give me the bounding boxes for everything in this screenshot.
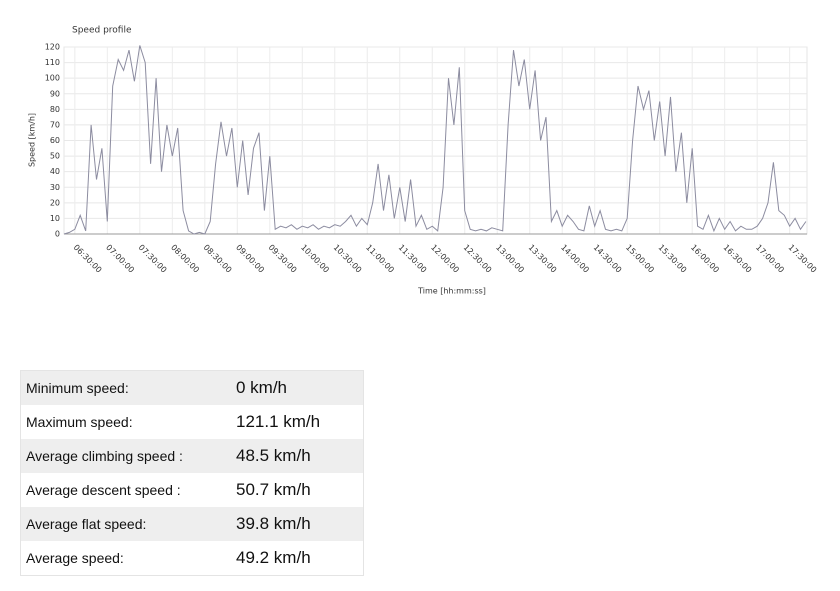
y-tick-label: 50 [50,152,60,161]
stat-label: Average descent speed : [26,482,181,498]
speed-line [63,45,807,235]
x-tick-label: 09:30:00 [267,243,299,275]
stat-value: 121.1 km/h [236,412,321,431]
x-axis-label: Time [hh:mm:ss] [417,287,486,296]
stat-label: Average speed: [26,550,124,566]
x-tick-label: 12:00:00 [429,243,461,275]
stat-label: Minimum speed: [26,380,129,396]
x-tick-label: 06:30:00 [72,243,104,275]
stat-label: Average climbing speed : [26,448,183,464]
x-tick-label: 13:30:00 [527,243,559,275]
y-tick-label: 10 [50,214,60,223]
x-tick-label: 10:30:00 [332,243,364,275]
stat-label: Maximum speed: [26,414,133,430]
x-tick-label: 16:30:00 [722,243,754,275]
y-tick-label: 80 [50,105,60,114]
x-tick-label: 07:30:00 [137,243,169,275]
stat-value: 39.8 km/h [236,514,311,533]
stats-row: Minimum speed: 0 km/h [20,370,364,405]
stat-value: 49.2 km/h [236,548,311,567]
stats-table: Minimum speed: 0 km/h Maximum speed: 121.1 … [20,370,364,576]
x-tick-label: 16:00:00 [689,243,721,275]
y-tick-label: 30 [50,183,60,192]
x-tick-label: 15:00:00 [624,243,656,275]
y-tick-label: 20 [50,198,60,207]
y-tick-label: 110 [45,58,60,67]
x-tick-label: 11:30:00 [397,243,429,275]
x-tick-label: 17:00:00 [754,243,786,275]
x-tick-label: 08:00:00 [169,243,201,275]
y-tick-label: 0 [55,230,60,239]
y-tick-label: 100 [45,74,60,83]
stats-row: Average flat speed: 39.8 km/h [20,507,364,541]
y-tick-label: 70 [50,120,60,129]
x-tick-label: 15:30:00 [657,243,689,275]
stats-row: Maximum speed: 121.1 km/h [21,405,364,439]
x-tick-label: 14:00:00 [559,243,591,275]
y-axis-label: Speed [km/h] [28,113,37,167]
x-tick-label: 14:30:00 [592,243,624,275]
stats-row: Average descent speed : 50.7 km/h [21,473,364,507]
stats-row: Average climbing speed : 48.5 km/h [20,439,364,473]
x-tick-label: 10:00:00 [299,243,331,275]
x-tick-label: 09:00:00 [234,243,266,275]
stat-label: Average flat speed: [26,516,147,532]
stat-value: 50.7 km/h [236,480,311,499]
x-tick-label: 17:30:00 [786,243,818,275]
x-tick-label: 12:30:00 [462,243,494,275]
stat-value: 0 km/h [236,378,288,397]
x-tick-label: 07:00:00 [104,243,136,275]
y-tick-label: 40 [50,167,60,176]
x-tick-label: 08:30:00 [202,243,234,275]
stats-row: Average speed: 49.2 km/h [21,541,364,576]
y-tick-label: 120 [45,43,60,52]
stat-value: 48.5 km/h [236,446,311,465]
chart: Speed profile Speed [km/h] Time [hh:mm:s… [28,26,819,296]
chart-title: Speed profile [72,26,132,36]
x-tick-label: 13:00:00 [494,243,526,275]
x-tick-label: 11:00:00 [364,243,396,275]
y-tick-label: 60 [50,136,60,145]
y-tick-label: 90 [50,89,60,98]
